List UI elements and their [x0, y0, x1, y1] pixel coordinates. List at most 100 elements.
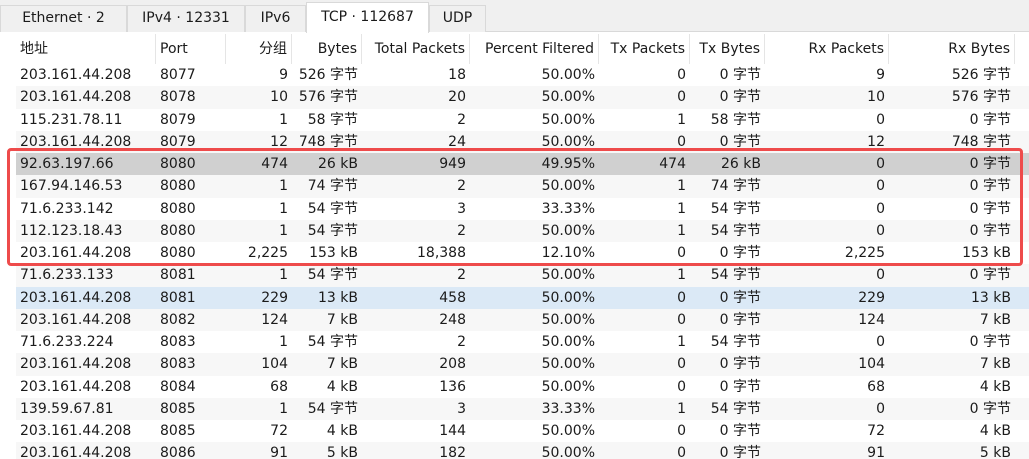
cell-rx-packets: 0 [876, 178, 885, 195]
cell-total-packets: 2 [457, 222, 466, 239]
table-row[interactable]: 203.161.44.208 8081 229 13 kB 458 50.00% 0 0 字节… [16, 286, 1029, 309]
column-header-rx-bytes[interactable]: Rx Bytes [889, 34, 1015, 64]
cell-percent-filtered: 12.10% [541, 245, 595, 261]
cell-tx-bytes: 58 字节 [710, 111, 761, 128]
cell-total-packets: 949 [439, 156, 466, 172]
cell-tx-packets: 1 [677, 178, 686, 195]
table-row[interactable]: 71.6.233.224 8083 1 54 字节 2 50.00% 1 54 字节 0 0 字节 [16, 331, 1029, 353]
cell-rx-packets: 68 [867, 378, 885, 395]
cell-port: 8081 [160, 289, 196, 306]
table-row[interactable]: 203.161.44.208 8080 2,225 153 kB 18,388 12.10… [16, 242, 1029, 264]
table-row[interactable]: 203.161.44.208 8083 104 7 kB 208 50.00% 0 0 字节 1… [16, 353, 1029, 376]
cell-port: 8079 [160, 133, 196, 150]
table-row[interactable]: 92.63.197.66 8080 474 26 kB 949 49.95% 474 26 k… [16, 153, 1029, 176]
cell-rx-bytes: 576 字节 [951, 89, 1011, 106]
cell-percent-filtered: 50.00% [541, 334, 595, 350]
cell-packets: 1 [279, 222, 288, 239]
table-row[interactable]: 203.161.44.208 8077 9 526 字节 18 50.00% 0 0 字节 9 5… [16, 64, 1029, 86]
table-row[interactable]: 112.123.18.43 8080 1 54 字节 2 50.00% 1 54 字节 0 0 字… [16, 219, 1029, 242]
cell-tx-packets: 1 [677, 267, 686, 284]
protocol-tab-bar: Ethernet · 2 IPv4 · 12331 IPv6 TCP · 112687… [0, 0, 1029, 33]
cell-address: 203.161.44.208 [20, 245, 132, 261]
cell-port: 8082 [160, 311, 196, 328]
cell-bytes: 54 字节 [307, 222, 358, 239]
tab-ethernet[interactable]: Ethernet · 2 [0, 5, 127, 32]
tab-ipv6[interactable]: IPv6 [245, 5, 306, 32]
column-header-label: 地址 [20, 41, 48, 57]
column-header-address[interactable]: 地址 [16, 34, 156, 64]
tab-ipv4[interactable]: IPv4 · 12331 [127, 5, 245, 32]
column-header-bytes[interactable]: Bytes [292, 34, 362, 64]
column-header-tx-bytes[interactable]: Tx Bytes [690, 34, 765, 64]
table-row[interactable]: 203.161.44.208 8078 10 576 字节 20 50.00% 0 0 字节 1… [16, 86, 1029, 109]
cell-rx-packets: 0 [876, 200, 885, 217]
cell-port: 8080 [160, 156, 196, 172]
table-row[interactable]: 203.161.44.208 8085 72 4 kB 144 50.00% 0 0 字节 72… [16, 420, 1029, 442]
cell-rx-packets: 0 [876, 267, 885, 284]
cell-rx-packets: 0 [876, 156, 885, 172]
cell-tx-bytes: 0 字节 [719, 89, 761, 106]
table-row[interactable]: 203.161.44.208 8079 12 748 字节 24 50.00% 0 0 字节 1… [16, 130, 1029, 153]
cell-tx-packets: 474 [659, 156, 686, 172]
cell-tx-bytes: 0 字节 [719, 445, 761, 459]
cell-percent-filtered: 50.00% [541, 222, 595, 239]
table-row[interactable]: 203.161.44.208 8086 91 5 kB 182 50.00% 0 0 字节 91… [16, 442, 1029, 459]
cell-percent-filtered: 50.00% [541, 356, 595, 373]
cell-tx-bytes: 0 字节 [719, 378, 761, 395]
cell-percent-filtered: 50.00% [541, 311, 595, 328]
cell-port: 8080 [160, 200, 196, 217]
column-header-percent-filtered[interactable]: Percent Filtered [470, 34, 599, 64]
cell-address: 71.6.233.133 [20, 267, 114, 284]
cell-total-packets: 458 [439, 289, 466, 306]
cell-tx-bytes: 54 字节 [710, 334, 761, 350]
cell-port: 8080 [160, 245, 196, 261]
cell-tx-packets: 0 [677, 289, 686, 306]
column-header-total-packets[interactable]: Total Packets [362, 34, 470, 64]
cell-tx-bytes: 0 字节 [719, 245, 761, 261]
table-row[interactable]: 139.59.67.81 8085 1 54 字节 3 33.33% 1 54 字节 0 0 字节 [16, 397, 1029, 420]
table-row[interactable]: 115.231.78.11 8079 1 58 字节 2 50.00% 1 58 字节 0 0 字… [16, 109, 1029, 131]
table-row[interactable]: 71.6.233.133 8081 1 54 字节 2 50.00% 1 54 字节 0 0 字节 [16, 264, 1029, 287]
cell-packets: 10 [270, 89, 288, 106]
cell-tx-bytes: 54 字节 [710, 267, 761, 284]
tab-tcp[interactable]: TCP · 112687 [306, 2, 429, 33]
cell-total-packets: 208 [439, 356, 466, 373]
table-row[interactable]: 203.161.44.208 8084 68 4 kB 136 50.00% 0 0 字节 68… [16, 376, 1029, 398]
cell-percent-filtered: 50.00% [541, 445, 595, 459]
cell-total-packets: 2 [457, 178, 466, 195]
table-row[interactable]: 71.6.233.142 8080 1 54 字节 3 33.33% 1 54 字节 0 0 字节 [16, 198, 1029, 220]
column-header-label: 分组 [259, 41, 287, 57]
cell-port: 8084 [160, 378, 196, 395]
conversation-table[interactable]: 地址 Port ^ 分组 Bytes Total Packets Percent Filte… [16, 34, 1029, 459]
column-header-rx-packets[interactable]: Rx Packets [765, 34, 889, 64]
tab-udp[interactable]: UDP [429, 5, 486, 32]
column-header-tx-packets[interactable]: Tx Packets [599, 34, 690, 64]
cell-port: 8085 [160, 423, 196, 439]
table-header: 地址 Port ^ 分组 Bytes Total Packets Percent Filte… [16, 34, 1029, 64]
cell-address: 203.161.44.208 [20, 89, 132, 106]
cell-rx-packets: 12 [867, 133, 885, 150]
column-header-label: Tx Bytes [699, 41, 760, 57]
cell-rx-packets: 91 [867, 445, 885, 459]
cell-rx-bytes: 0 字节 [969, 156, 1011, 172]
cell-bytes: 7 kB [326, 356, 358, 373]
column-header-packets[interactable]: 分组 [226, 34, 292, 64]
cell-address: 203.161.44.208 [20, 423, 132, 439]
cell-rx-bytes: 5 kB [979, 445, 1011, 459]
cell-tx-bytes: 54 字节 [710, 222, 761, 239]
cell-rx-bytes: 13 kB [971, 289, 1011, 306]
column-header-port[interactable]: Port ^ [156, 34, 226, 64]
cell-tx-packets: 1 [677, 400, 686, 417]
cell-rx-packets: 0 [876, 111, 885, 128]
table-row[interactable]: 203.161.44.208 8082 124 7 kB 248 50.00% 0 0 字节 1… [16, 308, 1029, 331]
cell-tx-packets: 0 [677, 423, 686, 439]
cell-tx-bytes: 0 字节 [719, 289, 761, 306]
cell-total-packets: 18,388 [417, 245, 466, 261]
column-header-label: Tx Packets [610, 41, 685, 57]
cell-address: 203.161.44.208 [20, 311, 132, 328]
cell-packets: 124 [261, 311, 288, 328]
table-row[interactable]: 167.94.146.53 8080 1 74 字节 2 50.00% 1 74 字节 0 0 字… [16, 175, 1029, 198]
cell-tx-bytes: 0 字节 [719, 311, 761, 328]
cell-address: 92.63.197.66 [20, 156, 114, 172]
cell-bytes: 58 字节 [307, 111, 358, 128]
